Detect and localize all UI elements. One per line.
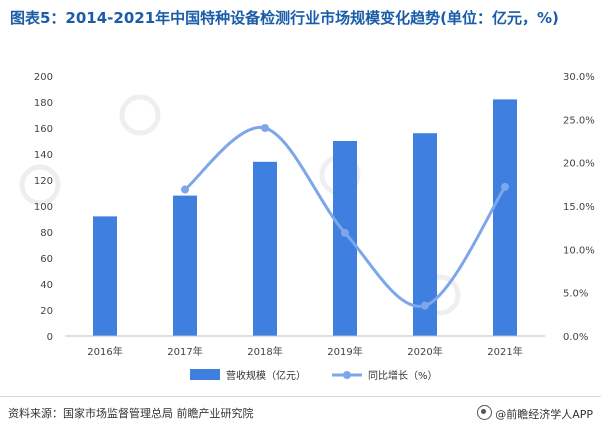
bar	[173, 195, 197, 336]
bar	[93, 216, 117, 336]
y-right-tick-label: 25.0%	[563, 115, 595, 126]
bar	[493, 99, 517, 337]
y-right-tick-label: 5.0%	[563, 289, 588, 300]
y-right-tick-label: 30.0%	[563, 72, 595, 83]
legend-bar-label: 营收规模（亿元）	[226, 369, 306, 382]
growth-point	[501, 182, 509, 191]
growth-point	[181, 185, 189, 194]
chart-title: 图表5：2014-2021年中国特种设备检测行业市场规模变化趋势(单位：亿元，%…	[10, 9, 559, 27]
x-tick-label: 2016年	[87, 345, 122, 358]
y-right-tick-label: 0.0%	[563, 332, 588, 343]
brand-text: @前瞻经济学人APP	[495, 408, 593, 421]
legend-line-marker	[343, 371, 351, 379]
source-text: 资料来源：国家市场监督管理总局 前瞻产业研究院	[8, 407, 254, 420]
watermark-icon	[19, 164, 61, 206]
x-tick-label: 2018年	[247, 345, 282, 358]
y-left-tick-label: 180	[34, 98, 53, 109]
x-tick-label: 2020年	[407, 345, 442, 358]
y-right-tick-label: 10.0%	[563, 245, 595, 256]
growth-point	[261, 124, 269, 132]
x-tick-label: 2019年	[327, 345, 362, 358]
combo-chart: 0 20 40 60 80 100 120 140 160 180 200 0.0% 5.0% 10.0…	[19, 72, 595, 382]
y-left-tick-label: 120	[34, 176, 53, 187]
brand-credit: @前瞻经济学人APP	[477, 405, 593, 422]
legend-line-label: 同比增长（%）	[368, 369, 438, 382]
bar	[253, 161, 277, 336]
y-left-tick-label: 20	[40, 306, 53, 317]
y-right-tick-label: 15.0%	[563, 202, 595, 213]
y-left-tick-label: 100	[34, 202, 53, 213]
x-tick-label: 2017年	[167, 345, 202, 358]
brand-logo-icon	[477, 405, 493, 420]
y-left-tick-label: 140	[34, 150, 53, 161]
y-left-tick-label: 40	[40, 280, 53, 291]
legend-bar-swatch	[190, 369, 220, 380]
footer: 资料来源：国家市场监督管理总局 前瞻产业研究院 @前瞻经济学人APP	[0, 396, 601, 433]
y-left-tick-label: 60	[40, 254, 53, 265]
x-tick-label: 2021年	[487, 345, 522, 358]
y-left-tick-label: 0	[47, 332, 53, 343]
watermark-icon	[119, 94, 161, 136]
y-left-tick-label: 160	[34, 124, 53, 135]
growth-point	[341, 228, 349, 237]
y-left-tick-label: 200	[34, 72, 53, 83]
y-right-tick-label: 20.0%	[563, 159, 595, 170]
y-left-tick-label: 80	[40, 228, 53, 239]
bar	[333, 141, 357, 336]
growth-point	[421, 301, 429, 310]
